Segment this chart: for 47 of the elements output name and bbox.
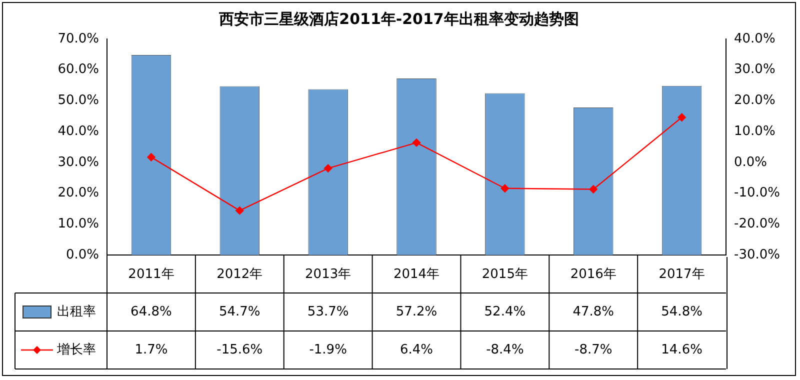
x-tick-label: 2012年 bbox=[216, 267, 263, 282]
data-label: 14.6% bbox=[661, 342, 702, 358]
point bbox=[236, 206, 244, 215]
x-tick-label: 2014年 bbox=[393, 267, 440, 282]
data-label: 1.7% bbox=[134, 342, 168, 358]
point bbox=[678, 113, 686, 122]
y2-tick-label: 0.0% bbox=[734, 154, 768, 170]
data-label: 54.7% bbox=[218, 304, 260, 320]
data-label: 54.8% bbox=[661, 304, 702, 320]
y-tick-label: 70.0% bbox=[58, 31, 99, 46]
y2-tick-label: -20.0% bbox=[734, 216, 780, 232]
data-label: -1.9% bbox=[309, 342, 347, 358]
point bbox=[589, 185, 598, 194]
x-tick-label: 2016年 bbox=[570, 267, 616, 282]
y-tick-label: 50.0% bbox=[58, 93, 99, 108]
y2-tick-label: -30.0% bbox=[734, 247, 780, 262]
x-tick-label: 2017年 bbox=[658, 267, 705, 282]
y-tick-label: 0.0% bbox=[66, 247, 99, 262]
point bbox=[412, 138, 421, 147]
data-label: -15.6% bbox=[216, 342, 263, 358]
x-tick-label: 2013年 bbox=[305, 267, 352, 282]
data-label: 52.4% bbox=[484, 304, 526, 320]
data-label: 57.2% bbox=[396, 304, 438, 320]
data-label: -8.4% bbox=[486, 342, 524, 358]
data-label: 64.8% bbox=[130, 304, 172, 320]
y2-tick-label: 20.0% bbox=[734, 93, 776, 108]
y-tick-label: 60.0% bbox=[58, 62, 99, 78]
y-tick-label: 30.0% bbox=[58, 154, 99, 170]
point bbox=[500, 184, 510, 192]
x-tick-label: 2011年 bbox=[128, 267, 174, 282]
legend-label: 增长率 bbox=[56, 341, 96, 358]
chart-title: 西安市三星级酒店2011年-2017年出租率变动趋势图 bbox=[218, 10, 579, 28]
data-label: -8.7% bbox=[574, 342, 612, 358]
y2-tick-label: 10.0% bbox=[734, 124, 776, 139]
y-tick-label: 10.0% bbox=[58, 216, 99, 232]
x-tick-label: 2015年 bbox=[482, 267, 528, 282]
y-tick-label: 20.0% bbox=[58, 186, 99, 201]
point bbox=[147, 153, 156, 162]
data-label: 47.8% bbox=[572, 304, 614, 320]
point bbox=[324, 164, 332, 172]
y-tick-label: 40.0% bbox=[58, 124, 99, 139]
y2-tick-label: 40.0% bbox=[734, 31, 776, 46]
y2-tick-label: -10.0% bbox=[734, 186, 780, 201]
legend-label: 出租率 bbox=[57, 303, 96, 320]
data-label: 6.4% bbox=[400, 342, 434, 358]
data-label: 53.7% bbox=[307, 304, 349, 320]
y2-tick-label: 30.0% bbox=[734, 62, 776, 78]
